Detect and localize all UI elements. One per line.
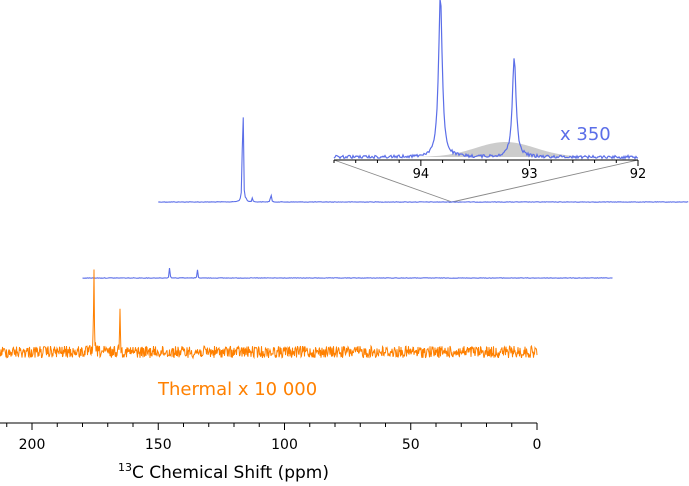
inset-tick-label: 93 bbox=[521, 167, 538, 182]
spectra-traces bbox=[0, 117, 689, 360]
spectrum-trace-top bbox=[158, 117, 689, 203]
thermal-scale-label: Thermal x 10 000 bbox=[157, 379, 317, 400]
x-tick-label: 150 bbox=[145, 437, 172, 453]
x-tick-label: 0 bbox=[533, 437, 542, 453]
spectrum-trace-thermal bbox=[0, 269, 538, 360]
inset-x-ticks: 94 93 92 bbox=[333, 160, 647, 182]
spectrum-trace-middle bbox=[82, 267, 613, 279]
inset-spectrum-trace bbox=[333, 0, 639, 160]
inset-connector bbox=[451, 159, 639, 203]
main-x-ticks: 200 150 100 50 0 bbox=[6, 423, 542, 453]
inset-connector-lines bbox=[333, 159, 639, 203]
main-x-axis: 200 150 100 50 0 bbox=[0, 422, 542, 453]
x-tick-label: 200 bbox=[19, 437, 46, 453]
inset-tick-label: 92 bbox=[630, 167, 647, 182]
x-axis-title-superscript: 13 bbox=[118, 461, 132, 474]
inset-scale-label: x 350 bbox=[560, 124, 611, 145]
inset-zoom: 94 93 92 x 350 bbox=[333, 0, 647, 182]
x-tick-label: 50 bbox=[402, 437, 420, 453]
x-tick-label: 100 bbox=[271, 437, 298, 453]
x-axis-title-text: C Chemical Shift (ppm) bbox=[132, 463, 329, 483]
inset-tick-label: 94 bbox=[413, 167, 430, 182]
inset-shaded-hump bbox=[334, 142, 638, 157]
x-axis-title: 13C Chemical Shift (ppm) bbox=[118, 461, 329, 483]
inset-connector bbox=[333, 159, 453, 203]
